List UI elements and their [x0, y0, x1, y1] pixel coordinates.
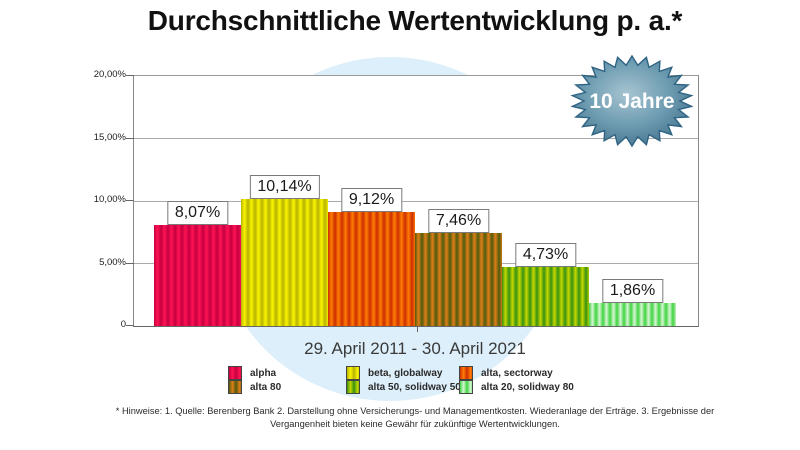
y-tick-mark [126, 137, 134, 139]
legend-swatch-icon [459, 366, 473, 380]
legend-swatch-icon [228, 366, 242, 380]
badge-star-icon [570, 54, 694, 148]
legend-item: alta 20, solidway 80 [459, 380, 574, 394]
legend-swatch-icon [346, 380, 360, 394]
badge-label: 10 Jahre [589, 90, 674, 113]
legend-item-label: alta, sectorway [481, 367, 553, 379]
legend-swatch-icon [228, 380, 242, 394]
legend-column: beta, globalway alta 50, solidway 50 [346, 366, 461, 394]
legend-item-label: alta 80 [250, 381, 282, 393]
legend-item: alta, sectorway [459, 366, 574, 380]
gridline-10pct [134, 201, 698, 202]
y-tick-mark [126, 200, 134, 201]
legend-item: beta, globalway [346, 366, 461, 380]
y-tick-mark [126, 325, 134, 326]
y-tick-mark [126, 262, 134, 264]
legend-item: alpha [228, 366, 281, 380]
legend-item-label: alta 50, solidway 50 [368, 381, 461, 393]
legend-item: alta 80 [228, 380, 281, 394]
bar-value-label-alta-20-solidway-80: 1,86% [601, 278, 664, 303]
legend-column: alta, sectorway alta 20, solidway 80 [459, 366, 574, 394]
bar-value-label-beta-globalway: 10,14% [249, 175, 320, 200]
legend-swatch-icon [459, 380, 473, 394]
y-tick-label: 15,00% [93, 131, 126, 143]
legend-swatch-icon [346, 366, 360, 380]
bar-alta-20-solidway-80 [589, 302, 676, 326]
legend-item-label: beta, globalway [368, 367, 443, 379]
y-tick-label: 5,00% [99, 256, 126, 268]
y-tick-mark [126, 75, 134, 76]
bar-value-label-alta-80: 7,46% [427, 208, 490, 233]
bar-value-label-alpha: 8,07% [166, 201, 229, 226]
bar-alta-80 [415, 232, 502, 326]
y-tick-label: 10,00% [93, 194, 126, 205]
badge: 10 Jahre [570, 54, 694, 148]
footnote: * Hinweise: 1. Quelle: Berenberg Bank 2.… [30, 405, 800, 432]
legend-item: alta 50, solidway 50 [346, 380, 461, 394]
legend-item-label: alpha [250, 367, 277, 379]
bar-value-label-alta-sectorway: 9,12% [340, 188, 403, 212]
footnote-text: * Hinweise: 1. Quelle: Berenberg Bank 2.… [115, 406, 715, 429]
page-title: Durchschnittliche Wertentwicklung p. a.* [147, 5, 683, 36]
y-tick-label: 0 [120, 319, 126, 330]
period-label: 29. April 2011 - 30. April 2021 [304, 339, 526, 358]
bar-alta-50-solidway-50 [502, 266, 589, 326]
bar-alta-sectorway [328, 212, 415, 326]
y-tick-label: 20,00% [93, 69, 126, 80]
bar-value-label-alta-50-solidway-50: 4,73% [514, 242, 577, 267]
bar-alpha [154, 225, 241, 326]
gridline-15pct [134, 138, 698, 139]
bar-beta-globalway [241, 199, 328, 326]
legend-item-label: alta 20, solidway 80 [481, 381, 574, 393]
x-axis-center-tick [417, 326, 418, 332]
legend-column: alpha alta 80 [228, 366, 281, 394]
